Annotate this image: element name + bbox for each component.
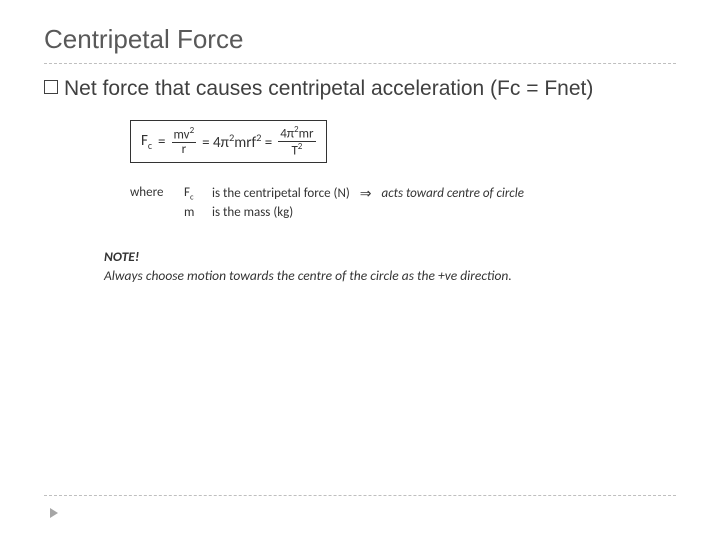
slide: Centripetal Force Net force that causes … [0, 0, 720, 540]
formula-eq1: = [158, 133, 165, 151]
slide-advance-icon[interactable] [50, 508, 58, 518]
formula: Fc = mv2 r = 4π2mrf2 = 4π2mr T2 [141, 125, 316, 158]
implies-arrow-icon: ⇒ [356, 185, 376, 202]
formula-box: Fc = mv2 r = 4π2mrf2 = 4π2mr T2 [130, 120, 327, 163]
def-extra-fc: acts toward centre of circle [382, 186, 524, 201]
definitions: where Fc is the centripetal force (N) ⇒ … [130, 185, 676, 222]
def-sym-fc: Fc [184, 185, 204, 203]
page-title: Centripetal Force [44, 24, 676, 55]
bottom-divider [44, 495, 676, 496]
def-text-fc: is the centripetal force (N) [210, 186, 350, 201]
def-sym-m: m [184, 205, 204, 220]
formula-region: Fc = mv2 r = 4π2mrf2 = 4π2mr T2 [130, 120, 676, 163]
note-text: Always choose motion towards the centre … [104, 267, 636, 284]
def-text-m: is the mass (kg) [210, 205, 293, 220]
formula-mid: = 4π2mrf2 = [202, 131, 272, 152]
title-divider [44, 63, 676, 64]
formula-lhs: Fc [141, 132, 152, 152]
formula-frac1: mv2 r [172, 126, 197, 157]
formula-frac2: 4π2mr T2 [278, 125, 315, 158]
bullet-item: Net force that causes centripetal accele… [44, 76, 676, 102]
note-block: NOTE! Always choose motion towards the c… [104, 248, 636, 284]
note-heading: NOTE! [104, 248, 636, 265]
def-line-fc: Fc is the centripetal force (N) ⇒ acts t… [184, 185, 524, 203]
def-line-m: m is the mass (kg) [184, 205, 524, 220]
defs-where-label: where [130, 185, 174, 200]
bullet-square-icon [44, 80, 58, 94]
bullet-text: Net force that causes centripetal accele… [64, 76, 593, 102]
